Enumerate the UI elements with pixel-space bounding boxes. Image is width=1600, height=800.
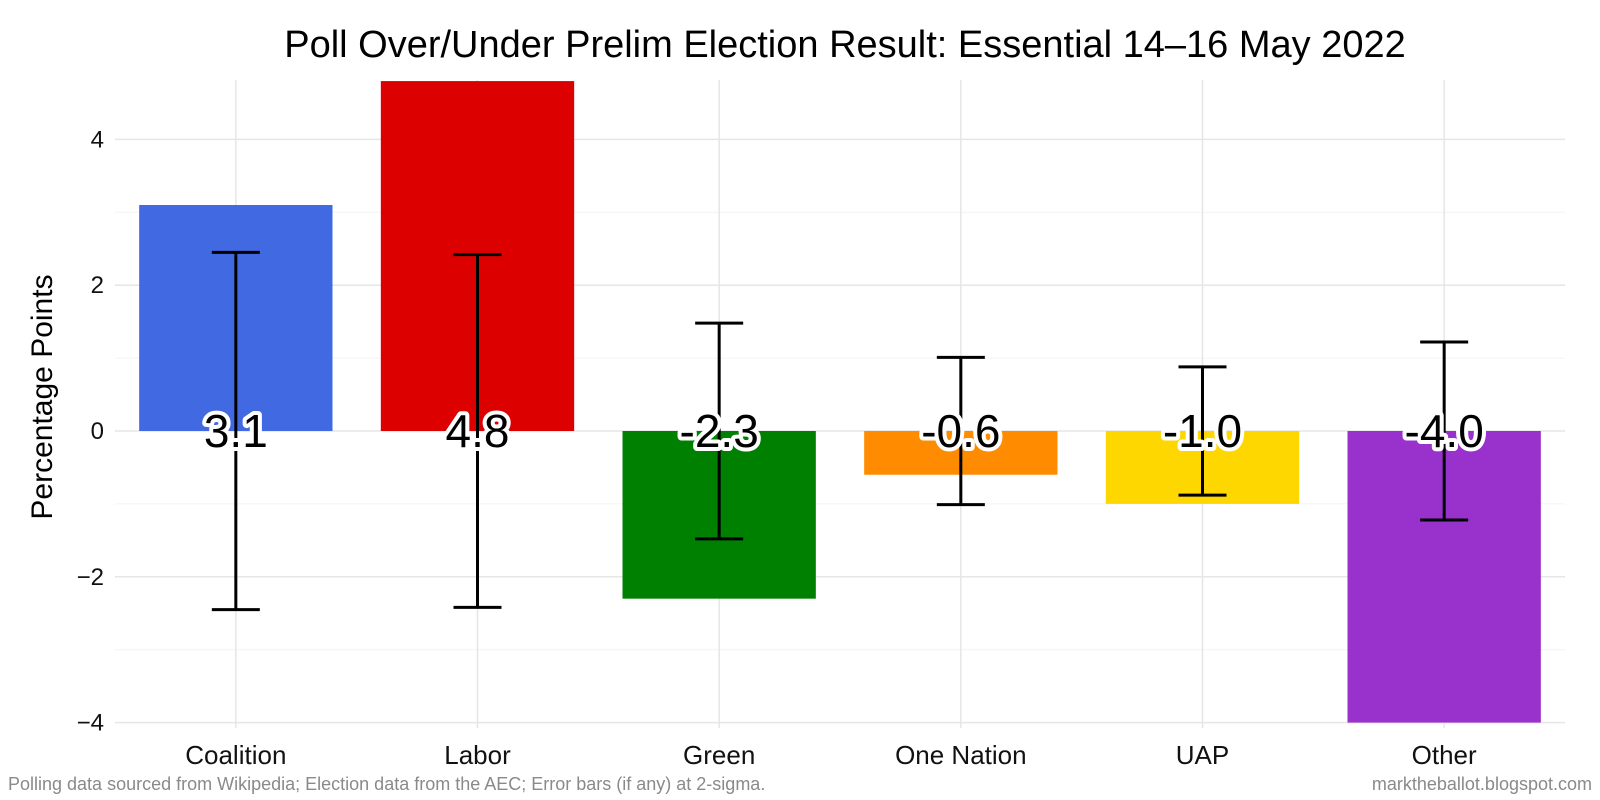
bars [139, 81, 1541, 723]
error-bar [695, 321, 744, 541]
data-label: 3.1 [204, 405, 268, 457]
data-label: -1.0 [1163, 405, 1242, 457]
data-label: -0.6 [921, 405, 1000, 457]
error-bar [211, 250, 260, 612]
x-tick-label: Other [1412, 740, 1477, 770]
error-bars [211, 250, 1469, 612]
error-bar [1420, 340, 1469, 522]
data-label: 4.8 [446, 405, 510, 457]
y-tick-label: 2 [91, 272, 104, 299]
x-tick-label: Labor [444, 740, 511, 770]
error-bar [453, 253, 502, 609]
footer-site: marktheballot.blogspot.com [1372, 774, 1592, 794]
error-bar [1178, 365, 1227, 497]
y-tick-label: 4 [91, 126, 104, 153]
y-axis-label: Percentage Points [26, 274, 59, 519]
data-label: -4.0 [1405, 405, 1484, 457]
y-tick-label: −2 [77, 564, 104, 591]
chart-title: Poll Over/Under Prelim Election Result: … [284, 24, 1406, 66]
x-tick-label: Coalition [185, 740, 286, 770]
x-tick-label: UAP [1176, 740, 1229, 770]
data-label: -2.3 [680, 405, 759, 457]
error-bar [936, 355, 985, 507]
footer-source-note: Polling data sourced from Wikipedia; Ele… [8, 774, 765, 794]
x-axis-categories: Coalition Labor Green One Nation UAP Other [185, 740, 1477, 770]
x-tick-label: Green [683, 740, 755, 770]
y-tick-label: −4 [77, 710, 104, 737]
y-axis-ticks: −4 −2 0 2 4 [77, 126, 104, 736]
y-tick-label: 0 [91, 418, 104, 445]
data-labels: 3.1 4.8 -2.3 -0.6 -1.0 -4.0 [200, 401, 1488, 461]
x-tick-label: One Nation [895, 740, 1027, 770]
